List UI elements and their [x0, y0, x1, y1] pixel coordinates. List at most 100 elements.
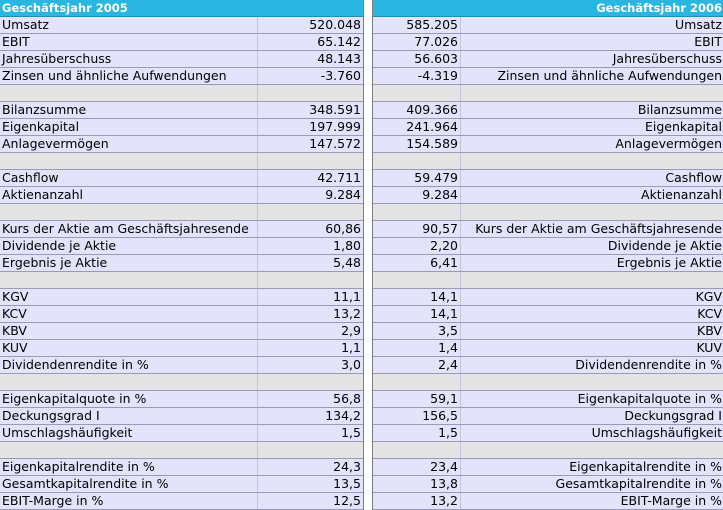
- label-cell[interactable]: Dividendenrendite in %: [575, 357, 722, 372]
- value-2005-cell[interactable]: [258, 85, 363, 101]
- value-2005-cell[interactable]: 1,80: [333, 238, 361, 253]
- label-cell[interactable]: Bilanzsumme: [637, 102, 722, 117]
- header-empty-cell[interactable]: [373, 0, 444, 16]
- label-cell[interactable]: Jahresüberschuss: [0, 51, 258, 67]
- label-cell[interactable]: Zinsen und ähnliche Aufwendungen: [497, 68, 722, 83]
- value-2006-cell[interactable]: -4.319: [373, 68, 461, 84]
- value-2006-cell[interactable]: 3,5: [373, 323, 461, 339]
- value-2006-cell[interactable]: [373, 85, 461, 101]
- value-2005-cell[interactable]: 3,0: [341, 357, 361, 372]
- header-row-2006[interactable]: Geschäftsjahr 2006: [373, 0, 723, 17]
- label-cell[interactable]: Umsatz: [0, 17, 258, 33]
- label-cell[interactable]: Umsatz: [675, 17, 722, 32]
- label-cell[interactable]: KCV: [0, 306, 258, 322]
- value-2005-cell[interactable]: 1,1: [341, 340, 361, 355]
- label-cell[interactable]: [0, 374, 258, 390]
- label-cell[interactable]: [0, 272, 258, 288]
- value-2006-cell[interactable]: [373, 272, 461, 288]
- label-cell[interactable]: Anlagevermögen: [0, 136, 258, 152]
- label-cell[interactable]: KUV: [0, 340, 258, 356]
- value-2006-cell[interactable]: 90,57: [373, 221, 461, 237]
- label-cell[interactable]: [461, 374, 723, 390]
- label-cell[interactable]: Kurs der Aktie am Geschäftsjahresende: [475, 221, 722, 236]
- value-2006-cell[interactable]: [373, 442, 461, 458]
- label-cell[interactable]: Dividendenrendite in %: [0, 357, 258, 373]
- label-cell[interactable]: Gesamtkapitalrendite in %: [555, 476, 722, 491]
- value-2005-cell[interactable]: 65.142: [317, 34, 361, 49]
- value-2006-cell[interactable]: 13,8: [373, 476, 461, 492]
- label-cell[interactable]: [461, 442, 723, 458]
- header-row-2005[interactable]: Geschäftsjahr 2005: [0, 0, 363, 17]
- value-2006-cell[interactable]: 23,4: [373, 459, 461, 475]
- label-cell[interactable]: EBIT-Marge in %: [620, 493, 722, 508]
- label-cell[interactable]: [0, 85, 258, 101]
- label-cell[interactable]: Deckungsgrad I: [624, 408, 722, 423]
- value-2005-cell[interactable]: 24,3: [333, 459, 361, 474]
- label-cell[interactable]: Aktienanzahl: [0, 187, 258, 203]
- label-cell[interactable]: Gesamtkapitalrendite in %: [0, 476, 258, 492]
- value-2005-cell[interactable]: 147.572: [309, 136, 361, 151]
- value-2005-cell[interactable]: 60,86: [325, 221, 361, 236]
- value-2005-cell[interactable]: 2,9: [341, 323, 361, 338]
- label-cell[interactable]: Aktienanzahl: [641, 187, 722, 202]
- header-title-2005[interactable]: Geschäftsjahr 2005: [2, 1, 128, 15]
- label-cell[interactable]: Eigenkapitalquote in %: [0, 391, 258, 407]
- label-cell[interactable]: KUV: [696, 340, 722, 355]
- value-2005-cell[interactable]: 42.711: [317, 170, 361, 185]
- value-2005-cell[interactable]: 5,48: [333, 255, 361, 270]
- label-cell[interactable]: Deckungsgrad I: [0, 408, 258, 424]
- label-cell[interactable]: Jahresüberschuss: [612, 51, 722, 66]
- value-2006-cell[interactable]: 1,5: [373, 425, 461, 441]
- value-2006-cell[interactable]: [373, 374, 461, 390]
- header-title-2006[interactable]: Geschäftsjahr 2006: [596, 1, 722, 15]
- value-2006-cell[interactable]: 13,2: [373, 493, 461, 509]
- label-cell[interactable]: Zinsen und ähnliche Aufwendungen: [0, 68, 258, 84]
- label-cell[interactable]: Eigenkapital: [0, 119, 258, 135]
- label-cell[interactable]: KBV: [0, 323, 258, 339]
- label-cell[interactable]: Kurs der Aktie am Geschäftsjahresende: [0, 221, 258, 237]
- value-2005-cell[interactable]: 13,5: [333, 476, 361, 491]
- label-cell[interactable]: EBIT-Marge in %: [0, 493, 258, 509]
- value-2005-cell[interactable]: 56,8: [333, 391, 361, 406]
- value-2006-cell[interactable]: 156,5: [373, 408, 461, 424]
- label-cell[interactable]: [0, 204, 258, 220]
- value-2005-cell[interactable]: 9.284: [325, 187, 361, 202]
- label-cell[interactable]: Ergebnis je Aktie: [0, 255, 258, 271]
- value-2006-cell[interactable]: 77.026: [373, 34, 461, 50]
- value-2006-cell[interactable]: 14,1: [373, 289, 461, 305]
- label-cell[interactable]: Dividende je Aktie: [0, 238, 258, 254]
- label-cell[interactable]: KGV: [695, 289, 722, 304]
- value-2006-cell[interactable]: 2,4: [373, 357, 461, 373]
- value-2006-cell[interactable]: [373, 153, 461, 169]
- label-cell[interactable]: [0, 153, 258, 169]
- value-2005-cell[interactable]: 12,5: [333, 493, 361, 508]
- value-2006-cell[interactable]: 9.284: [373, 187, 461, 203]
- label-cell[interactable]: Eigenkapitalrendite in %: [0, 459, 258, 475]
- label-cell[interactable]: KCV: [697, 306, 722, 321]
- value-2006-cell[interactable]: 585.205: [373, 17, 461, 33]
- value-2005-cell[interactable]: 13,2: [333, 306, 361, 321]
- value-2005-cell[interactable]: 348.591: [309, 102, 361, 117]
- value-2005-cell[interactable]: -3.760: [320, 68, 361, 83]
- label-cell[interactable]: Cashflow: [0, 170, 258, 186]
- label-cell[interactable]: [461, 153, 723, 169]
- value-2006-cell[interactable]: 1,4: [373, 340, 461, 356]
- value-2005-cell[interactable]: 197.999: [309, 119, 361, 134]
- label-cell[interactable]: [461, 85, 723, 101]
- value-2006-cell[interactable]: [373, 204, 461, 220]
- value-2005-cell[interactable]: [258, 153, 363, 169]
- label-cell[interactable]: KBV: [697, 323, 722, 338]
- label-cell[interactable]: Umschlagshäufigkeit: [591, 425, 722, 440]
- label-cell[interactable]: [461, 272, 723, 288]
- label-cell[interactable]: Cashflow: [665, 170, 722, 185]
- label-cell[interactable]: Ergebnis je Aktie: [616, 255, 722, 270]
- value-2006-cell[interactable]: 6,41: [373, 255, 461, 271]
- value-2006-cell[interactable]: 2,20: [373, 238, 461, 254]
- value-2005-cell[interactable]: 1,5: [341, 425, 361, 440]
- value-2005-cell[interactable]: [258, 374, 363, 390]
- value-2006-cell[interactable]: 59.479: [373, 170, 461, 186]
- value-2006-cell[interactable]: 241.964: [373, 119, 461, 135]
- label-cell[interactable]: Eigenkapital: [644, 119, 722, 134]
- value-2006-cell[interactable]: 59,1: [373, 391, 461, 407]
- value-2005-cell[interactable]: [258, 272, 363, 288]
